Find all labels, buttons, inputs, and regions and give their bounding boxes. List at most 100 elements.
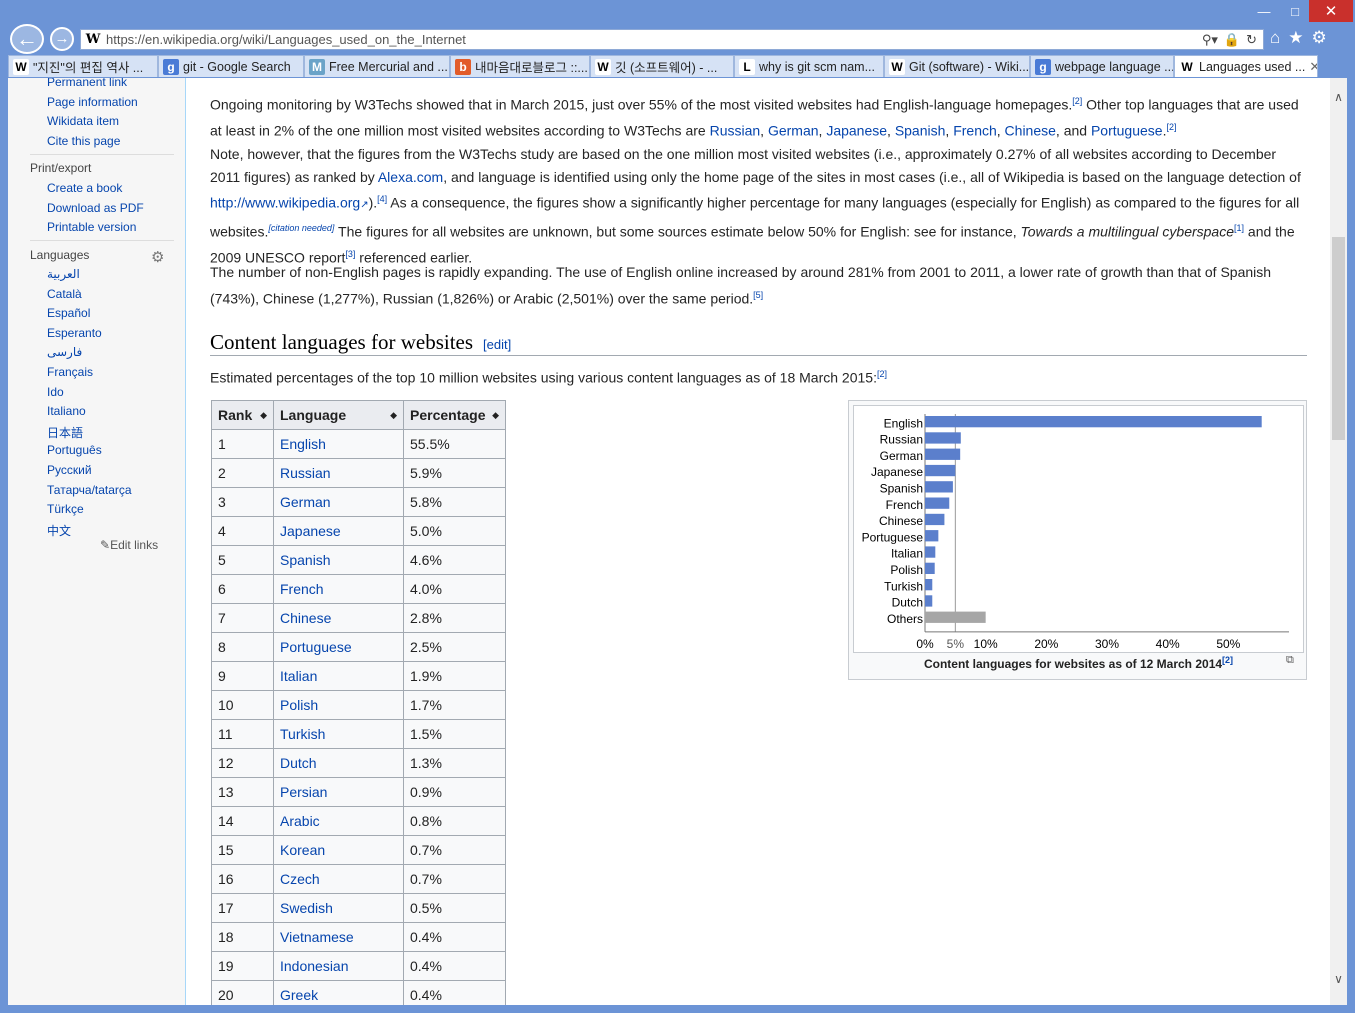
sidebar-tool-link[interactable]: Permanent link <box>47 78 128 89</box>
language-link[interactable]: French <box>953 122 997 139</box>
lock-icon[interactable]: 🔒 <box>1223 31 1241 47</box>
table-cell: 4.6% <box>403 545 506 575</box>
sidebar-language-link[interactable]: فارسی <box>47 345 83 360</box>
sidebar-language-link[interactable]: Esperanto <box>47 325 102 340</box>
sidebar-language-link[interactable]: Français <box>47 365 94 379</box>
sidebar-language-link[interactable]: Català <box>47 286 82 301</box>
minimize-button[interactable]: — <box>1257 3 1271 19</box>
language-link[interactable]: German <box>767 122 819 139</box>
ref-link[interactable]: [4] <box>377 194 388 204</box>
address-bar[interactable]: W https://en.wikipedia.org/wiki/Language… <box>80 29 1264 50</box>
language-cell-link[interactable]: Greek <box>273 980 404 1005</box>
language-cell-link[interactable]: Arabic <box>273 806 404 836</box>
language-cell-link[interactable]: Japanese <box>273 516 404 546</box>
scroll-up-icon[interactable]: ∧ <box>1334 90 1343 104</box>
table-cell: 8 <box>211 632 274 662</box>
edit-links[interactable]: ✎Edit links <box>100 538 159 552</box>
language-link[interactable]: Russian <box>709 122 761 139</box>
favorites-star-icon[interactable]: ★ <box>1288 28 1304 47</box>
tab[interactable]: g webpage language ... <box>1030 55 1174 77</box>
ref-link[interactable]: [3] <box>345 249 356 260</box>
language-cell-link[interactable]: Vietnamese <box>273 922 404 952</box>
close-tab-icon[interactable]: ✕ <box>1305 59 1317 75</box>
sidebar-print-link[interactable]: Download as PDF <box>47 200 144 215</box>
sort-icon[interactable]: ◆ <box>260 410 267 420</box>
enlarge-icon[interactable]: ⧉ <box>1286 654 1294 666</box>
sort-icon[interactable]: ◆ <box>492 410 499 420</box>
wikipedia-external-link[interactable]: http://www.wikipedia.org <box>210 194 361 211</box>
sidebar-language-link[interactable]: Português <box>47 443 102 458</box>
language-cell-link[interactable]: Chinese <box>273 603 404 633</box>
language-cell-link[interactable]: English <box>273 429 404 459</box>
language-cell-link[interactable]: Dutch <box>273 748 404 778</box>
ref-link[interactable]: [2] <box>876 369 887 379</box>
sidebar-language-link[interactable]: 中文 <box>47 523 72 538</box>
sidebar-language-link[interactable]: Ido <box>47 384 64 399</box>
language-cell-link[interactable]: Italian <box>273 661 404 691</box>
language-link[interactable]: Japanese <box>826 122 888 139</box>
table-header[interactable]: Rank ◆ <box>211 400 274 430</box>
table-header[interactable]: Percentage ◆ <box>403 400 506 430</box>
tab[interactable]: W Languages used ...✕ <box>1174 55 1318 77</box>
language-cell-link[interactable]: Czech <box>273 864 404 894</box>
alexa-link[interactable]: Alexa.com <box>377 168 444 185</box>
settings-gear-icon[interactable]: ⚙ <box>1311 28 1327 47</box>
back-button[interactable]: ← <box>10 24 44 54</box>
bar <box>925 579 933 591</box>
tab[interactable]: W Git (software) - Wiki... <box>884 55 1030 77</box>
home-icon[interactable]: ⌂ <box>1270 28 1281 47</box>
sidebar-language-link[interactable]: Türkçe <box>47 502 84 517</box>
section-intro: Estimated percentages of the top 10 mill… <box>210 369 887 386</box>
tab[interactable]: g git - Google Search <box>158 55 304 77</box>
sidebar-tool-link[interactable]: Page information <box>47 94 138 109</box>
ref-link[interactable]: [1] <box>1234 223 1245 234</box>
tab[interactable]: M Free Mercurial and ... <box>304 55 450 77</box>
sidebar-tool-link[interactable]: Wikidata item <box>47 114 120 129</box>
sidebar-language-link[interactable]: Русский <box>47 463 92 477</box>
sidebar-language-link[interactable]: Español <box>47 306 91 321</box>
language-cell-link[interactable]: Polish <box>273 690 404 720</box>
language-cell-link[interactable]: Spanish <box>273 545 404 575</box>
tab[interactable]: W "지진"의 편집 역사 ... <box>8 55 158 77</box>
language-cell-link[interactable]: Indonesian <box>273 951 404 981</box>
language-cell-link[interactable]: French <box>273 574 404 604</box>
forward-button[interactable]: → <box>50 27 74 51</box>
language-settings-gear-icon[interactable]: ⚙ <box>151 249 165 266</box>
section-edit-link[interactable]: [edit] <box>483 337 512 352</box>
maximize-button[interactable]: □ <box>1291 3 1299 19</box>
search-icon[interactable]: ⚲▾ <box>1201 31 1218 47</box>
table-header[interactable]: Language ◆ <box>273 400 404 430</box>
language-cell-link[interactable]: German <box>273 487 404 517</box>
language-link[interactable]: Chinese <box>1004 122 1056 139</box>
close-window-button[interactable]: ✕ <box>1309 0 1353 22</box>
sidebar-language-link[interactable]: 日本語 <box>47 425 84 440</box>
refresh-icon[interactable]: ↻ <box>1246 31 1257 47</box>
language-cell-link[interactable]: Korean <box>273 835 404 865</box>
ref-link[interactable]: [2] <box>1072 96 1083 106</box>
language-cell-link[interactable]: Portuguese <box>273 632 404 662</box>
address-url[interactable]: https://en.wikipedia.org/wiki/Languages_… <box>106 32 466 47</box>
sidebar-language-link[interactable]: Italiano <box>47 404 86 419</box>
citation-needed-link[interactable]: [citation needed] <box>268 223 335 234</box>
vertical-scrollbar[interactable] <box>1330 78 1347 1005</box>
sidebar-language-link[interactable]: Татарча/tatarça <box>47 482 132 497</box>
scrollbar-thumb[interactable] <box>1332 237 1345 440</box>
scroll-down-icon[interactable]: ∨ <box>1334 972 1343 986</box>
language-link[interactable]: Portuguese <box>1090 122 1163 139</box>
tab[interactable]: b 내마음대로블로그 ::... <box>450 55 590 77</box>
sidebar-print-link[interactable]: Printable version <box>47 220 137 235</box>
sidebar-language-link[interactable]: العربية <box>47 267 80 281</box>
ref-link[interactable]: [2] <box>1222 655 1234 665</box>
language-cell-link[interactable]: Swedish <box>273 893 404 923</box>
language-cell-link[interactable]: Persian <box>273 777 404 807</box>
sidebar-tool-link[interactable]: Cite this page <box>47 134 121 149</box>
sidebar-print-link[interactable]: Create a book <box>47 181 123 195</box>
tab[interactable]: W 깃 (소프트웨어) - ... <box>590 55 734 77</box>
ref-link[interactable]: [5] <box>753 289 764 300</box>
language-cell-link[interactable]: Russian <box>273 458 404 488</box>
language-cell-link[interactable]: Turkish <box>273 719 404 749</box>
ref-link[interactable]: [2] <box>1166 122 1177 133</box>
sort-icon[interactable]: ◆ <box>390 410 397 420</box>
language-link[interactable]: Spanish <box>894 122 946 139</box>
